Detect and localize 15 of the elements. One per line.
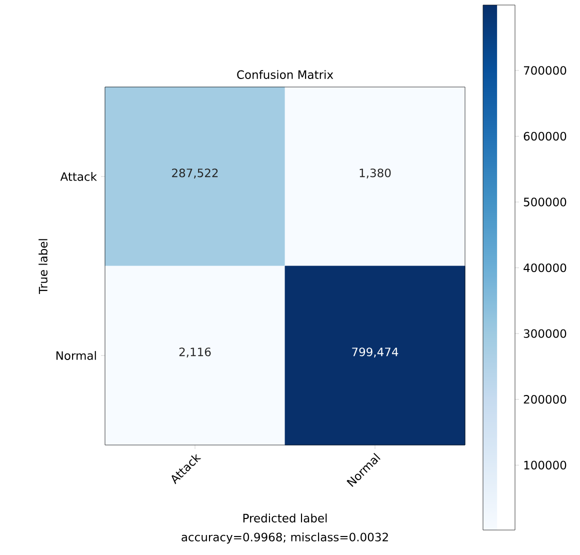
color-bar-label: 300000 <box>524 329 566 338</box>
color-bar-label: 700000 <box>524 66 566 75</box>
data-label: 799,474 <box>352 348 398 358</box>
y-axis-title: True label <box>38 239 48 294</box>
chart-title: Confusion Matrix <box>237 70 334 79</box>
text: accuracy=0.9968; misclass=0.0032 <box>182 532 388 544</box>
color-bar-label: 200000 <box>524 395 566 404</box>
color-bar-label: 100000 <box>524 460 566 470</box>
data-label: 287,522 <box>172 168 218 178</box>
color-bar-label: 500000 <box>524 198 566 206</box>
data-label: 2,116 <box>179 348 211 358</box>
color-bar-label: 400000 <box>524 263 566 272</box>
color-bar-label: 600000 <box>524 132 566 141</box>
data-label: 1,380 <box>360 168 391 178</box>
x-axis-title: Predicted label <box>243 514 327 522</box>
